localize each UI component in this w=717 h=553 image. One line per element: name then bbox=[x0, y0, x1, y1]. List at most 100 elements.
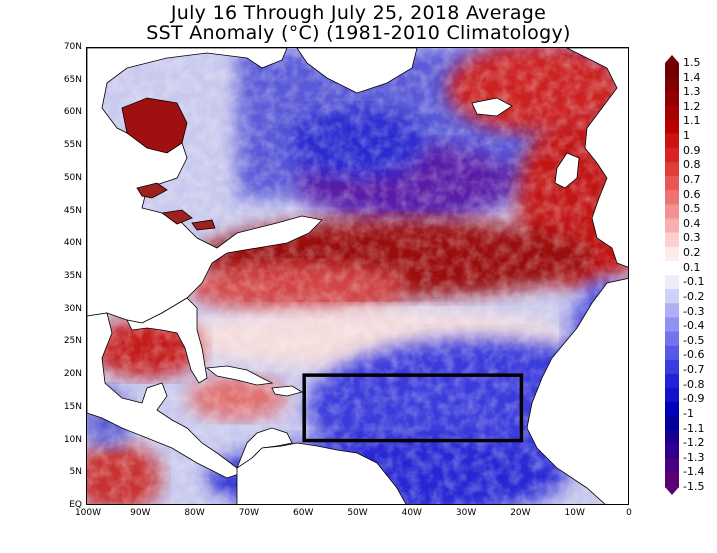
lat-tick-label: 30N bbox=[63, 303, 82, 314]
colorbar-label: 0.2 bbox=[683, 246, 701, 260]
colorbar-label: -1.5 bbox=[683, 480, 705, 493]
lon-tick-label: 80W bbox=[184, 508, 205, 518]
lon-tick-label: 30W bbox=[455, 508, 477, 518]
map-title-line1: July 16 Through July 25, 2018 Average bbox=[170, 2, 547, 24]
lon-tick-label: 100W bbox=[74, 508, 102, 518]
colorbar-label: -0.7 bbox=[683, 363, 705, 377]
hispaniola bbox=[271, 385, 304, 397]
colorbar-label: 0.5 bbox=[683, 202, 701, 216]
colorbar-label: -0.6 bbox=[683, 348, 705, 362]
cuba bbox=[205, 365, 274, 386]
colorbar-segment bbox=[665, 388, 679, 403]
lat-tick-label: 45N bbox=[63, 205, 82, 216]
colorbar-segment bbox=[665, 105, 679, 121]
colorbar-top-cap bbox=[665, 55, 679, 63]
hudson-bay bbox=[121, 97, 188, 154]
lat-tick-label: 70N bbox=[63, 42, 82, 52]
colorbar-label: -1.2 bbox=[683, 436, 705, 450]
colorbar-label: -0.9 bbox=[683, 392, 705, 406]
lat-tick-label: EQ bbox=[69, 500, 82, 510]
colorbar-segment bbox=[665, 402, 679, 417]
colorbar-segment bbox=[665, 232, 679, 248]
colorbar-label: 0.4 bbox=[683, 216, 701, 230]
colorbar-segment bbox=[665, 359, 679, 375]
colorbar-label: -0.5 bbox=[683, 333, 705, 347]
colorbar-label: -0.1 bbox=[683, 275, 705, 289]
lat-tick-label: 60N bbox=[63, 107, 82, 118]
lat-tick-label: 35N bbox=[63, 271, 82, 281]
colorbar-segment bbox=[665, 275, 679, 290]
lon-tick-label: 20W bbox=[510, 508, 531, 518]
lon-tick-label: 0 bbox=[626, 508, 632, 518]
sst-anomaly-map bbox=[86, 47, 629, 505]
lon-tick-label: 40W bbox=[401, 508, 422, 518]
map-canvas bbox=[87, 48, 628, 504]
colorbar-bottom-cap bbox=[665, 487, 679, 495]
colorbar-segment bbox=[665, 260, 679, 276]
colorbar-label: 1 bbox=[683, 129, 690, 143]
colorbar-label: 1.5 bbox=[683, 56, 701, 69]
colorbar-label: 0.8 bbox=[683, 158, 701, 172]
lon-tick-label: 60W bbox=[293, 508, 314, 518]
florida bbox=[126, 297, 208, 384]
great-lakes bbox=[136, 182, 216, 231]
colorbar-label: 1.1 bbox=[683, 114, 701, 128]
colorbar-label: 0.6 bbox=[683, 187, 701, 201]
colorbar-segment bbox=[665, 416, 679, 431]
lon-tick-label: 50W bbox=[347, 508, 368, 518]
colorbar-label: 0.3 bbox=[683, 231, 701, 245]
colorbar-label: 0.7 bbox=[683, 172, 701, 186]
lat-tick-label: 25N bbox=[63, 336, 82, 347]
colorbar-segment bbox=[665, 472, 679, 488]
colorbar-label: -1.4 bbox=[683, 465, 705, 479]
colorbar-segment bbox=[665, 119, 679, 135]
british-isles bbox=[554, 152, 580, 189]
colorbar-segment bbox=[665, 246, 679, 262]
greenland bbox=[296, 48, 418, 94]
lat-tick-label: 10N bbox=[63, 434, 82, 445]
colorbar-label: -0.8 bbox=[683, 377, 705, 391]
lat-tick-label: 40N bbox=[63, 238, 82, 249]
colorbar-segment bbox=[665, 204, 679, 219]
colorbar-label: -1.3 bbox=[683, 450, 705, 464]
colorbar-label: 1.4 bbox=[683, 70, 701, 84]
colorbar-segment bbox=[665, 147, 679, 163]
colorbar-segment bbox=[665, 345, 679, 361]
lat-tick-label: 55N bbox=[63, 140, 82, 151]
colorbar-segment bbox=[665, 458, 679, 474]
colorbar-label: -1 bbox=[683, 406, 694, 420]
land bbox=[87, 48, 628, 504]
colorbar-segment bbox=[665, 77, 679, 92]
colorbar-segment bbox=[665, 161, 679, 177]
mexico-central-america bbox=[87, 312, 293, 479]
south-america bbox=[236, 442, 407, 504]
lat-tick-label: 5N bbox=[69, 467, 82, 478]
colorbar-segment bbox=[665, 91, 679, 106]
colorbar-label: 0.1 bbox=[683, 260, 701, 274]
north-america bbox=[87, 48, 323, 324]
africa bbox=[526, 278, 628, 504]
highlight-box bbox=[302, 373, 524, 443]
colorbar-label: 1.2 bbox=[683, 99, 701, 113]
lat-tick-label: 50N bbox=[63, 172, 82, 183]
colorbar-segment bbox=[665, 444, 679, 460]
lat-tick-label: 65N bbox=[63, 74, 82, 85]
lat-tick-label: 20N bbox=[63, 369, 82, 380]
colorbar-segment bbox=[665, 190, 679, 205]
map-title-line2: SST Anomaly (°C) (1981-2010 Climatology) bbox=[146, 22, 571, 44]
colorbar-segment bbox=[665, 218, 679, 234]
lat-tick-label: 15N bbox=[63, 401, 82, 412]
colorbar-segment bbox=[665, 430, 679, 446]
colorbar-segment bbox=[665, 331, 679, 347]
iceland bbox=[471, 97, 513, 117]
colorbar-label: 1.3 bbox=[683, 85, 701, 99]
colorbar-segment bbox=[665, 317, 679, 333]
colorbar-segment bbox=[665, 63, 679, 78]
europe bbox=[566, 48, 628, 268]
colorbar-label: -0.2 bbox=[683, 289, 705, 303]
colorbar-label: -0.4 bbox=[683, 319, 705, 333]
colorbar-segment bbox=[665, 133, 679, 149]
lon-tick-label: 10W bbox=[564, 508, 585, 518]
colorbar-label: 0.9 bbox=[683, 143, 701, 157]
colorbar-segment bbox=[665, 176, 679, 191]
